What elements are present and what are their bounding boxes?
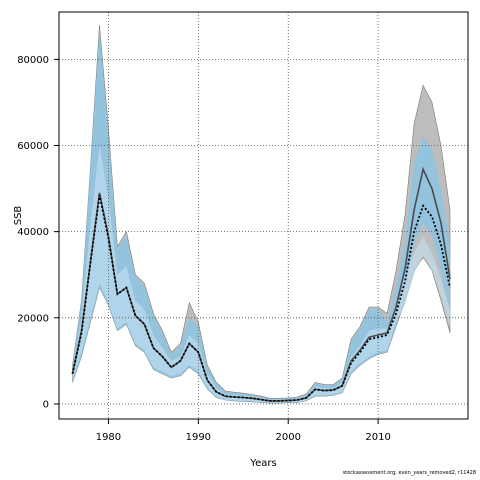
axes: 1980 1990 2000 2010 0 20000 40000 60000 80000 — [17, 55, 391, 443]
blue-confidence-band — [72, 29, 450, 404]
x-tick-label: 2000 — [275, 432, 300, 443]
y-tick-label: 40000 — [17, 227, 49, 238]
y-tick-label: 60000 — [17, 141, 49, 152]
footnote: stockassessment.org, even_years_removed2… — [342, 470, 476, 476]
y-tick-label: 20000 — [17, 313, 49, 324]
x-axis-label: Years — [249, 458, 276, 469]
x-tick-label: 1980 — [96, 432, 121, 443]
x-tick-label: 2010 — [365, 432, 390, 443]
y-tick-label: 0 — [43, 399, 49, 410]
x-tick-label: 1990 — [186, 432, 211, 443]
series-lines — [71, 166, 451, 402]
confidence-bands — [72, 24, 451, 404]
y-tick-label: 80000 — [17, 55, 49, 66]
y-axis-label: SSB — [13, 206, 24, 226]
outer-confidence-band — [72, 24, 451, 404]
plot-frame — [58, 11, 469, 420]
